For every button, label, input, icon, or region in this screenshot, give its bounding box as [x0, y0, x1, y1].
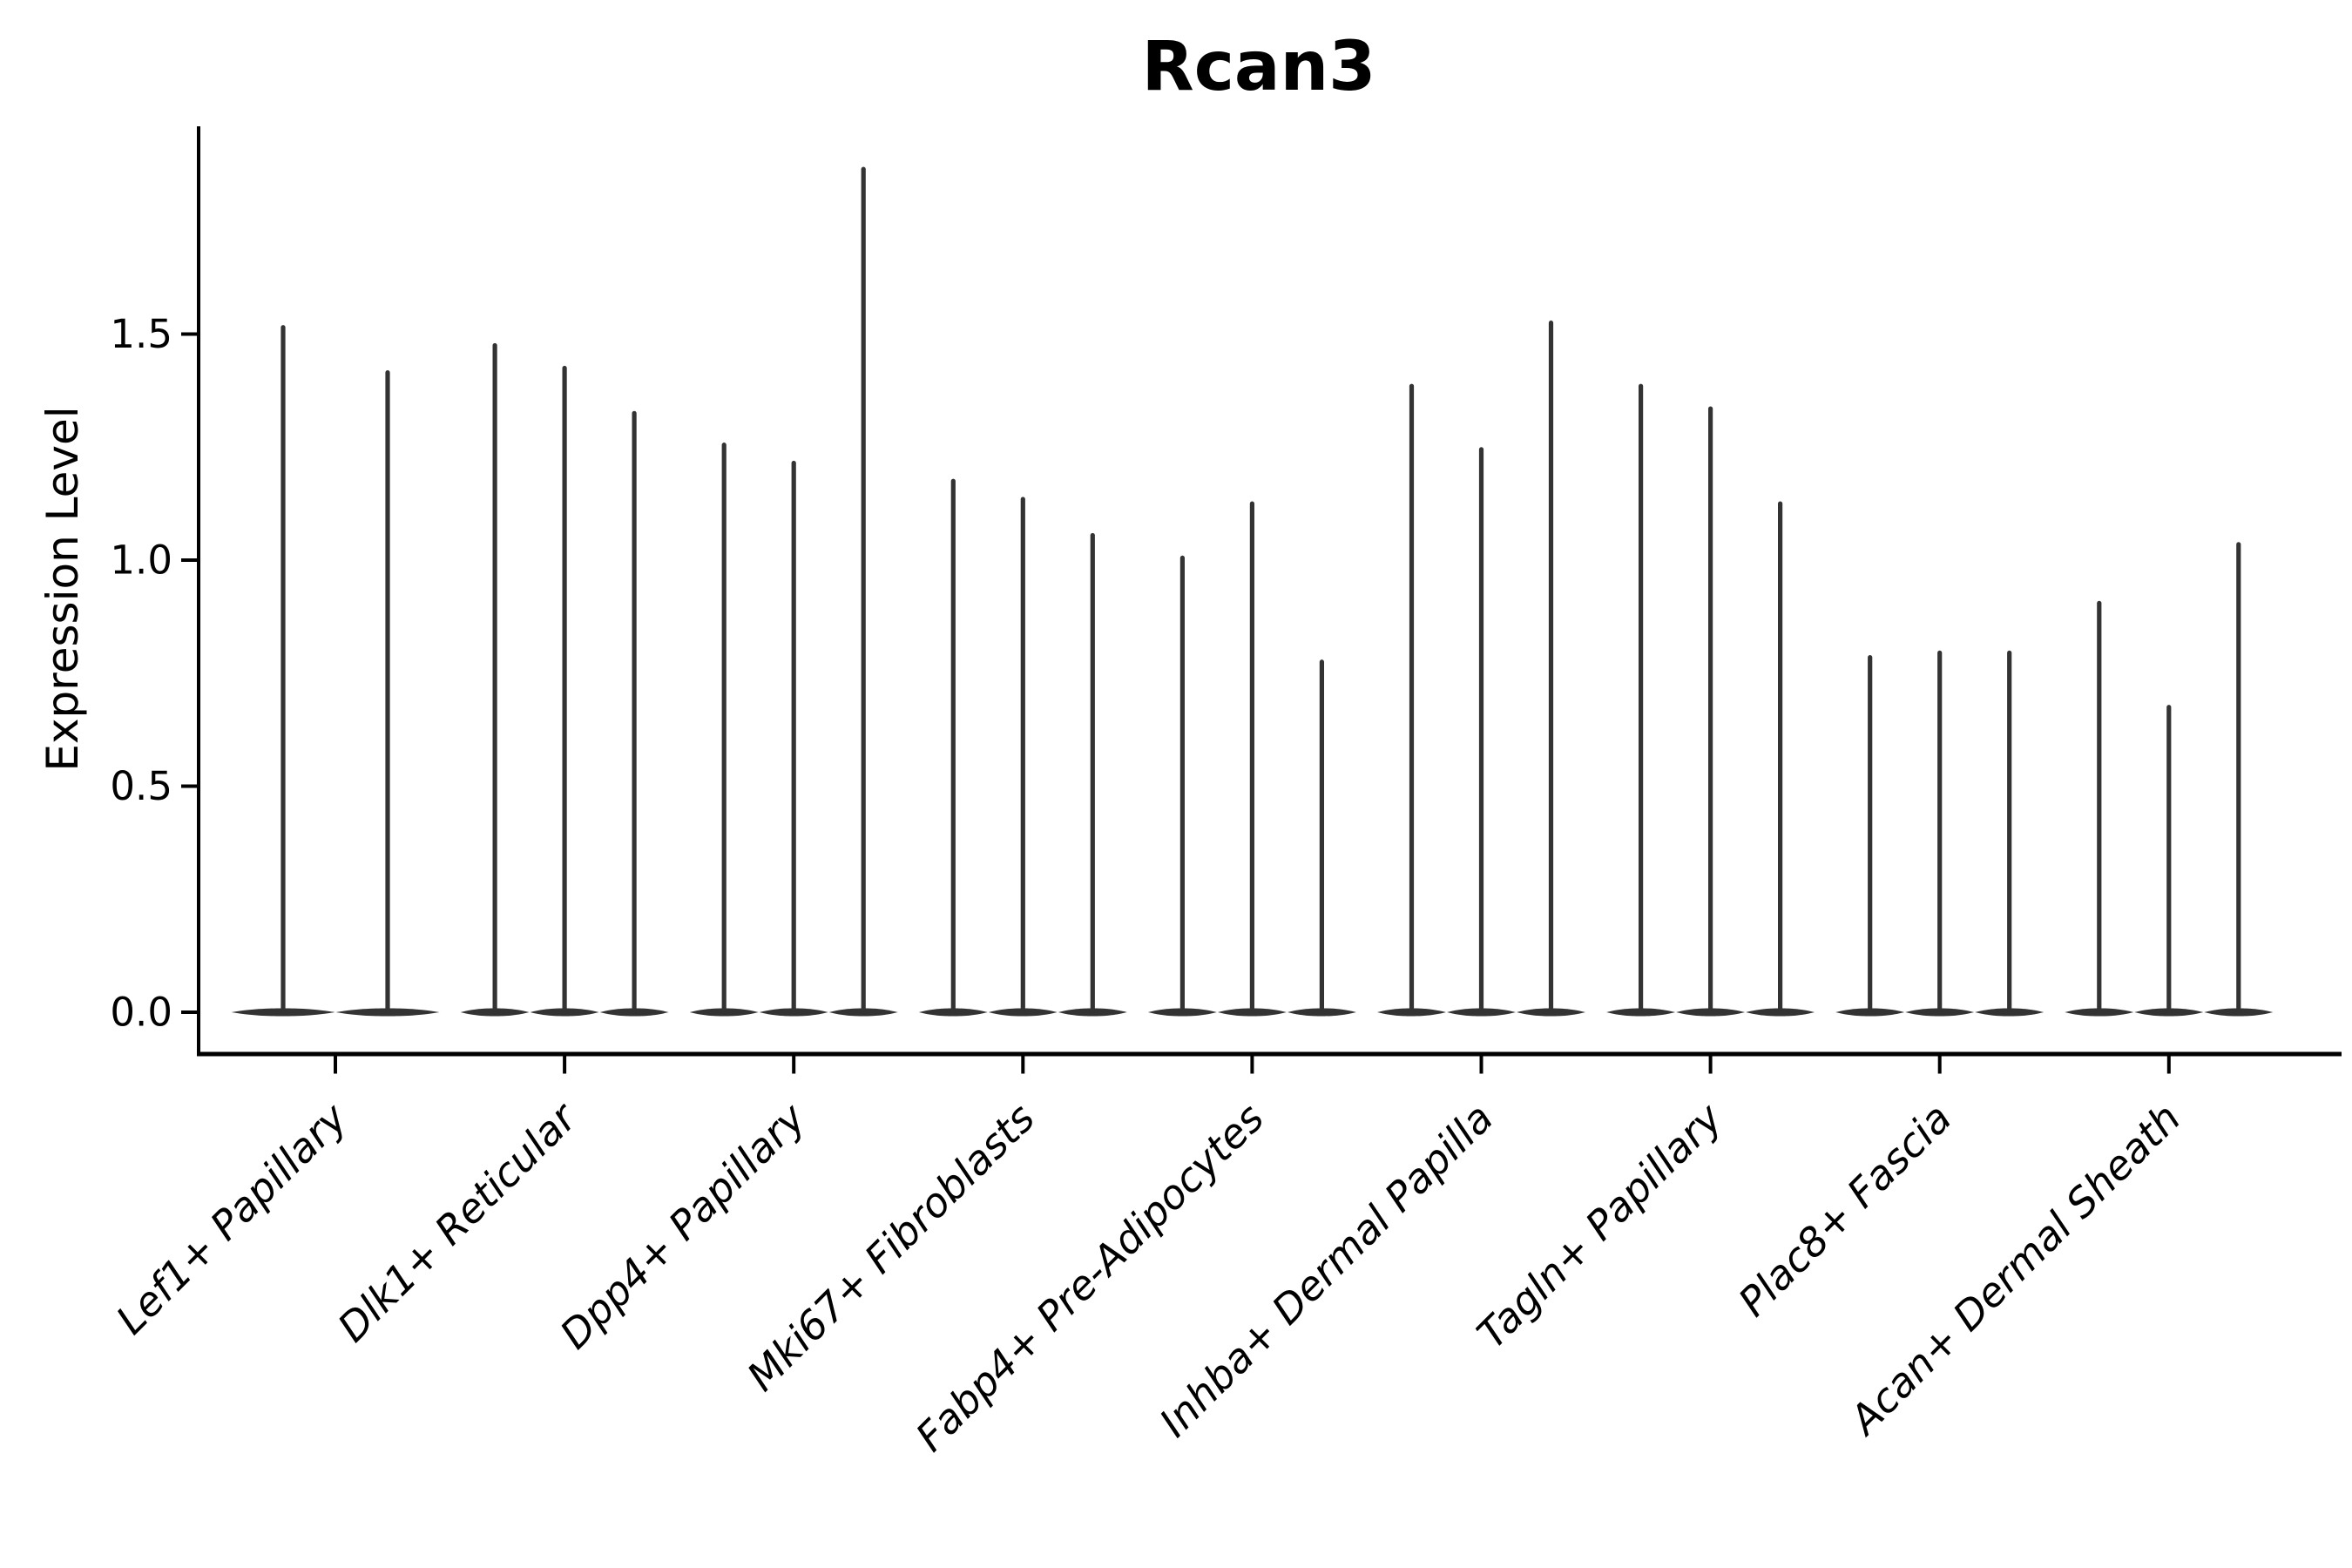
violin-spike — [1478, 447, 1484, 1017]
y-tick-label: 0.5 — [110, 763, 172, 809]
violin-spike — [2166, 705, 2172, 1017]
violin-spike — [2236, 542, 2241, 1017]
violin-spike — [1868, 654, 1873, 1017]
violin-spike — [280, 325, 286, 1017]
violin-spike — [950, 478, 956, 1017]
violin-spike — [2007, 650, 2012, 1017]
violin-spike — [1639, 383, 1644, 1017]
x-tick-label: Plac8+ Fascia — [1729, 1094, 1960, 1325]
violin-spike — [1319, 659, 1324, 1017]
violin-spike — [1249, 501, 1254, 1017]
violin-spike — [1778, 501, 1783, 1017]
violin-spike — [1090, 532, 1095, 1017]
violin-spike — [791, 460, 796, 1017]
violin-spike — [861, 166, 866, 1017]
violin-spike — [492, 342, 497, 1017]
y-tick-label: 1.5 — [110, 311, 172, 357]
x-tick-label: Lef1+ Papillary — [107, 1094, 356, 1343]
violin-spike — [1708, 406, 1713, 1017]
violin-spike — [562, 365, 567, 1017]
x-tick-label: Tagln+ Papillary — [1468, 1094, 1732, 1358]
violin-spike — [385, 370, 390, 1017]
x-tick-label: Dlk1+ Reticular — [328, 1092, 587, 1351]
x-tick-label: Dpp4+ Papillary — [551, 1094, 814, 1358]
violin-spike — [1409, 383, 1415, 1017]
violin-spike — [2097, 600, 2102, 1017]
violin-spike — [1179, 555, 1185, 1017]
y-tick-label: 0.0 — [110, 990, 172, 1036]
violin-spike — [1020, 497, 1025, 1017]
violin-spike — [721, 443, 727, 1017]
violin-spike — [632, 410, 637, 1017]
y-tick-label: 1.0 — [110, 537, 172, 584]
chart-title: Rcan3 — [1141, 28, 1376, 106]
violin-spike — [1937, 650, 1943, 1017]
violin-spike — [1548, 320, 1554, 1017]
